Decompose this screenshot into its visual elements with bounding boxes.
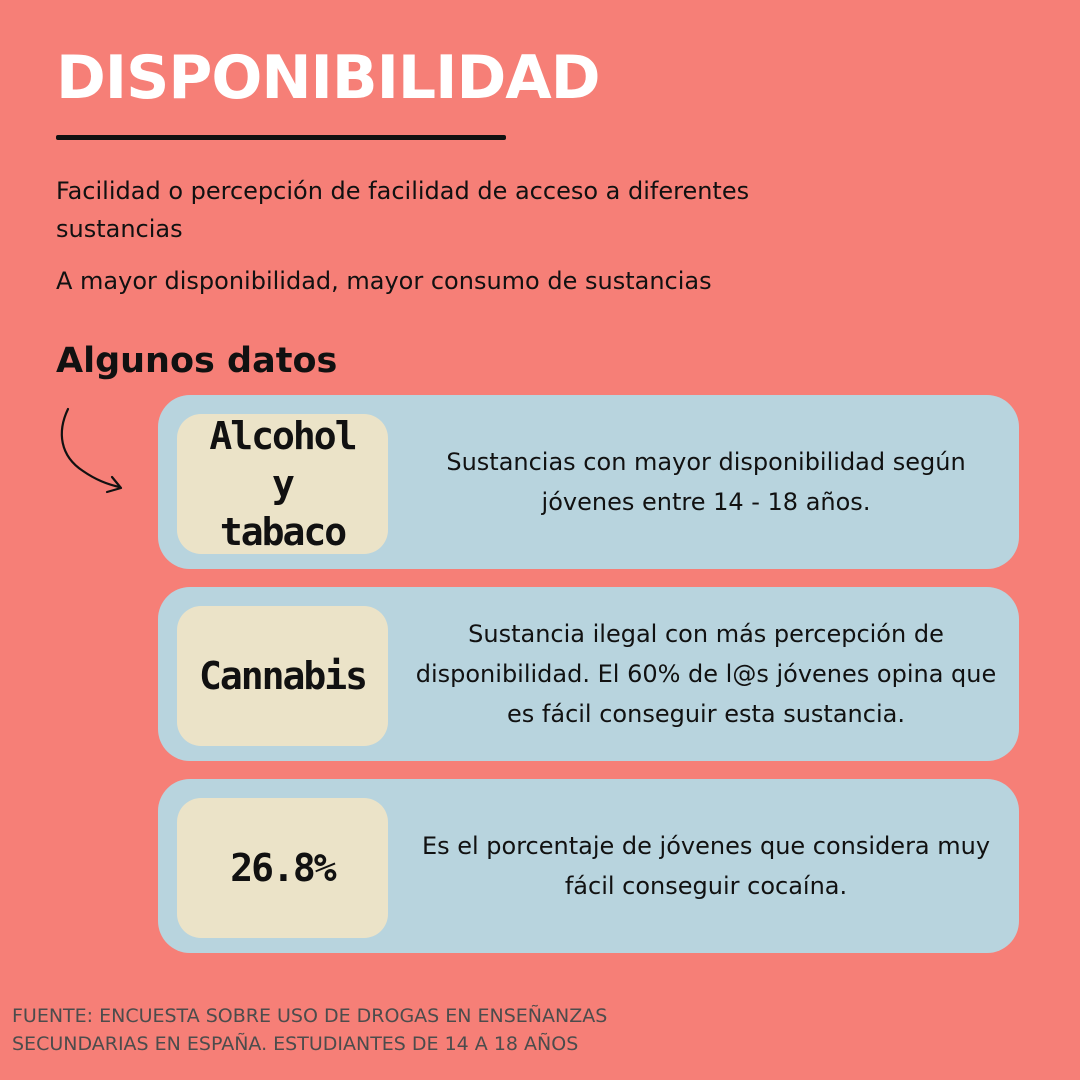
- fact-badge: 26.8%: [177, 798, 388, 938]
- fact-description: Sustancia ilegal con más percepción de d…: [415, 620, 997, 728]
- section-title: Algunos datos: [56, 341, 338, 381]
- source-note: FUENTE: ENCUESTA SOBRE USO DE DROGAS EN …: [12, 1005, 608, 1055]
- fact-badge: Cannabis: [177, 606, 388, 746]
- curved-arrow-icon: [60, 407, 123, 494]
- facts-list: Alcohol y tabaco Sustancias con mayor di…: [158, 395, 1019, 971]
- fact-badge: Alcohol y tabaco: [177, 414, 388, 554]
- fact-badge-label: Alcohol y tabaco: [209, 414, 357, 554]
- intro-line-1: Facilidad o percepción de facilidad de a…: [56, 177, 750, 243]
- fact-badge-label: 26.8%: [230, 846, 336, 890]
- fact-card-cannabis: Cannabis Sustancia ilegal con más percep…: [158, 587, 1019, 761]
- page-title: DISPONIBILIDAD: [56, 43, 601, 113]
- title-underline: [56, 135, 506, 140]
- intro-text: Facilidad o percepción de facilidad de a…: [56, 172, 776, 314]
- fact-description: Sustancias con mayor disponibilidad segú…: [446, 448, 966, 516]
- fact-card-cocaina: 26.8% Es el porcentaje de jóvenes que co…: [158, 779, 1019, 953]
- fact-description: Es el porcentaje de jóvenes que consider…: [421, 832, 991, 900]
- fact-card-alcohol-tabaco: Alcohol y tabaco Sustancias con mayor di…: [158, 395, 1019, 569]
- fact-badge-label: Cannabis: [198, 654, 368, 698]
- intro-line-2: A mayor disponibilidad, mayor consumo de…: [56, 267, 712, 295]
